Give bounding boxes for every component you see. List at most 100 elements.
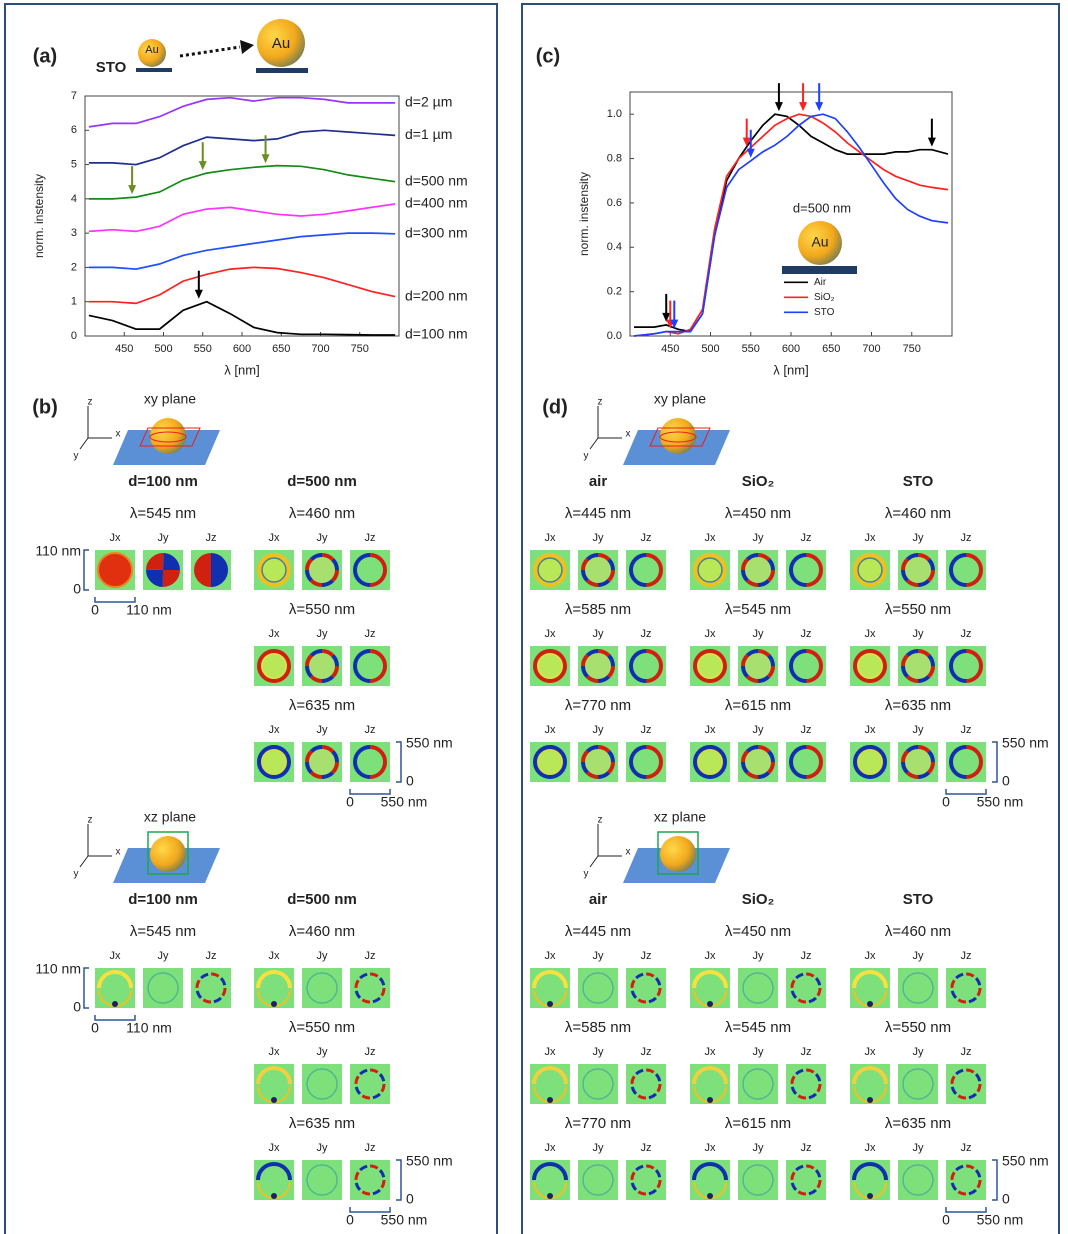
arrow-head [199, 161, 207, 170]
component-label: Jz [365, 628, 376, 640]
component-label: Jx [545, 724, 557, 736]
field-map [530, 550, 570, 590]
x-tick-label: 600 [782, 343, 800, 355]
legend-label: SiO₂ [814, 292, 835, 303]
component-label: Jx [705, 1142, 717, 1154]
y-tick-label: 0.8 [607, 152, 622, 164]
arrow [775, 83, 783, 111]
field-map [690, 968, 730, 1008]
axis [590, 438, 598, 449]
series-label: d=200 nm [405, 287, 468, 303]
wavelength-label: λ=550 nm [289, 1019, 355, 1036]
field-map [95, 968, 135, 1008]
y-tick-label: 0.4 [607, 241, 622, 253]
field-map [786, 968, 826, 1008]
field-map-bg [578, 968, 618, 1008]
component-label: Jx [865, 724, 877, 736]
scale-bracket [396, 1160, 401, 1200]
scale-label: 110 nm [35, 543, 81, 559]
component-label: Jz [365, 532, 376, 544]
field-map-bg [898, 968, 938, 1008]
x-tick-label: 450 [115, 343, 133, 355]
field-ring [535, 747, 565, 777]
field-ring [535, 555, 565, 585]
field-map [302, 550, 342, 590]
component-label: Jy [593, 532, 605, 544]
axis-letter: x [626, 847, 631, 858]
y-tick-label: 0 [71, 330, 77, 342]
series-line [89, 204, 395, 231]
x-tick-label: 600 [233, 343, 251, 355]
arrow [199, 142, 207, 170]
group-title: d=100 nm [128, 891, 198, 908]
field-spot [707, 1001, 713, 1007]
field-map-bg [302, 968, 342, 1008]
series-line [634, 114, 948, 336]
field-map [578, 646, 618, 686]
component-label: Jz [961, 1142, 972, 1154]
particle [150, 836, 186, 872]
legend-label: Air [814, 277, 827, 288]
scale-label: 0 [942, 794, 950, 810]
field-map [350, 1160, 390, 1200]
y-tick-label: 0.0 [607, 330, 622, 342]
field-map [946, 968, 986, 1008]
component-label: Jx [865, 1046, 877, 1058]
wavelength-label: λ=615 nm [725, 1115, 791, 1132]
series-label: d=300 nm [405, 225, 468, 241]
particle [660, 836, 696, 872]
arrow-head [815, 102, 823, 111]
series-line [89, 166, 395, 199]
component-label: Jy [158, 950, 170, 962]
field-map [786, 1064, 826, 1104]
field-map [898, 646, 938, 686]
plane-label: xz plane [144, 809, 196, 825]
field-map [690, 550, 730, 590]
field-map [191, 550, 231, 590]
scale-bracket [992, 742, 997, 782]
scale-label: 110 nm [126, 602, 172, 618]
field-ring [307, 555, 337, 585]
x-tick-label: 700 [311, 343, 329, 355]
component-label: Jz [206, 532, 217, 544]
component-label: Jy [913, 1046, 925, 1058]
component-label: Jx [545, 628, 557, 640]
arrow-head [928, 138, 936, 147]
scale-label: 0 [406, 1191, 414, 1207]
field-ring [695, 651, 725, 681]
plot-frame [630, 92, 952, 336]
x-tick-label: 500 [701, 343, 719, 355]
component-label: Jx [705, 532, 717, 544]
field-ring [743, 555, 773, 585]
field-map [302, 742, 342, 782]
y-tick-label: 1.0 [607, 108, 622, 120]
field-spot [867, 1001, 873, 1007]
field-ring [743, 651, 773, 681]
component-label: Jy [753, 950, 765, 962]
series-label: d=100 nm [405, 326, 468, 342]
x-tick-label: 550 [194, 343, 212, 355]
field-map [530, 968, 570, 1008]
component-label: Jy [317, 628, 329, 640]
panel-label: (c) [536, 45, 560, 67]
field-map-bg [578, 1160, 618, 1200]
component-label: Jy [913, 1142, 925, 1154]
component-label: Jy [317, 1142, 329, 1154]
field-ring [695, 555, 725, 585]
plane-label: xy plane [654, 391, 706, 407]
arrow-head [775, 102, 783, 111]
left-frame [5, 4, 497, 1234]
legend-label: STO [814, 307, 835, 318]
field-map [350, 742, 390, 782]
wavelength-label: λ=450 nm [725, 923, 791, 940]
y-tick-label: 4 [71, 193, 77, 205]
field-map [254, 646, 294, 686]
scale-label: 550 nm [1002, 735, 1049, 751]
wavelength-label: λ=545 nm [130, 923, 196, 940]
axis-letter: z [598, 815, 603, 826]
field-map-bg [738, 1064, 778, 1104]
field-map [530, 646, 570, 686]
component-label: Jz [801, 628, 812, 640]
component-label: Jy [753, 1046, 765, 1058]
scale-label: 0 [346, 794, 354, 810]
